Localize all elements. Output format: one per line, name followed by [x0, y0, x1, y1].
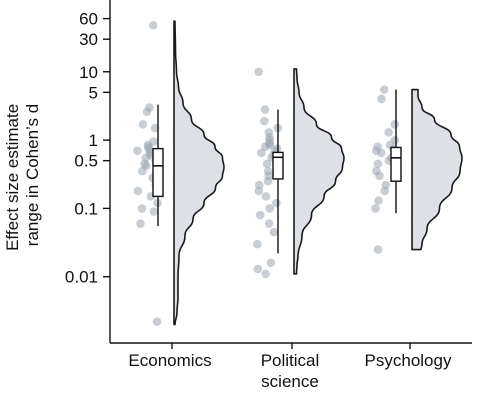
- data-point: [266, 258, 276, 268]
- y-tick-label: 0.01: [65, 268, 98, 287]
- category-group: [133, 20, 225, 326]
- data-point: [261, 192, 271, 201]
- x-tick-label: Psychology: [365, 351, 452, 370]
- y-axis-title: Effect size estimate range in Cohen’s d: [3, 99, 42, 251]
- data-point: [253, 264, 263, 274]
- y-tick-label: 1: [89, 131, 98, 150]
- y-tick-label: 60: [79, 10, 98, 29]
- data-point: [138, 120, 148, 129]
- data-point: [136, 219, 145, 228]
- box: [272, 151, 284, 180]
- x-tick-label: Economics: [128, 351, 211, 370]
- data-point: [375, 171, 384, 181]
- data-point: [373, 245, 383, 254]
- data-point: [262, 159, 272, 169]
- violin: [293, 68, 345, 275]
- data-point: [142, 107, 152, 117]
- data-point: [272, 198, 281, 208]
- data-point: [261, 269, 270, 279]
- data-point: [253, 239, 262, 249]
- category-group: [253, 67, 345, 279]
- data-point: [373, 159, 383, 169]
- data-point: [263, 176, 273, 186]
- y-axis-title-line-2: range in Cohen’s d: [23, 104, 42, 246]
- data-point: [384, 128, 393, 137]
- x-tick-label: Political: [261, 351, 320, 370]
- y-tick-label: 0.1: [74, 199, 98, 218]
- data-point: [254, 186, 264, 196]
- data-point: [255, 210, 265, 220]
- data-point: [260, 105, 270, 114]
- data-point: [254, 67, 263, 77]
- data-point: [374, 196, 383, 205]
- data-point: [137, 166, 147, 176]
- data-point: [137, 204, 147, 213]
- data-point: [133, 186, 143, 196]
- box: [390, 146, 402, 182]
- x-tick-label: science: [261, 372, 319, 391]
- y-tick-label: 30: [79, 30, 98, 49]
- plot-area: [133, 20, 463, 326]
- category-group: [371, 85, 463, 254]
- data-point: [377, 94, 386, 104]
- data-point: [260, 116, 269, 126]
- data-point: [149, 207, 159, 216]
- data-point: [269, 227, 279, 237]
- y-tick-label: 10: [79, 63, 98, 82]
- y-tick-label: 0.5: [74, 152, 98, 171]
- box: [152, 147, 164, 198]
- data-point: [390, 120, 400, 129]
- violin: [411, 88, 463, 251]
- data-point: [264, 219, 274, 228]
- data-point: [380, 186, 389, 196]
- data-point: [261, 142, 270, 152]
- data-point: [265, 204, 274, 213]
- data-point: [148, 20, 158, 30]
- data-point: [133, 146, 142, 155]
- y-axis-title-line-1: Effect size estimate: [3, 104, 22, 251]
- data-point: [150, 123, 160, 133]
- data-point: [371, 204, 380, 213]
- data-point: [376, 148, 386, 158]
- x-axis: Economics Political science Psychology: [110, 342, 472, 391]
- data-point: [257, 148, 266, 158]
- violin: [173, 20, 225, 326]
- data-point: [379, 85, 389, 94]
- data-point: [152, 317, 162, 326]
- y-tick-label: 5: [89, 83, 98, 102]
